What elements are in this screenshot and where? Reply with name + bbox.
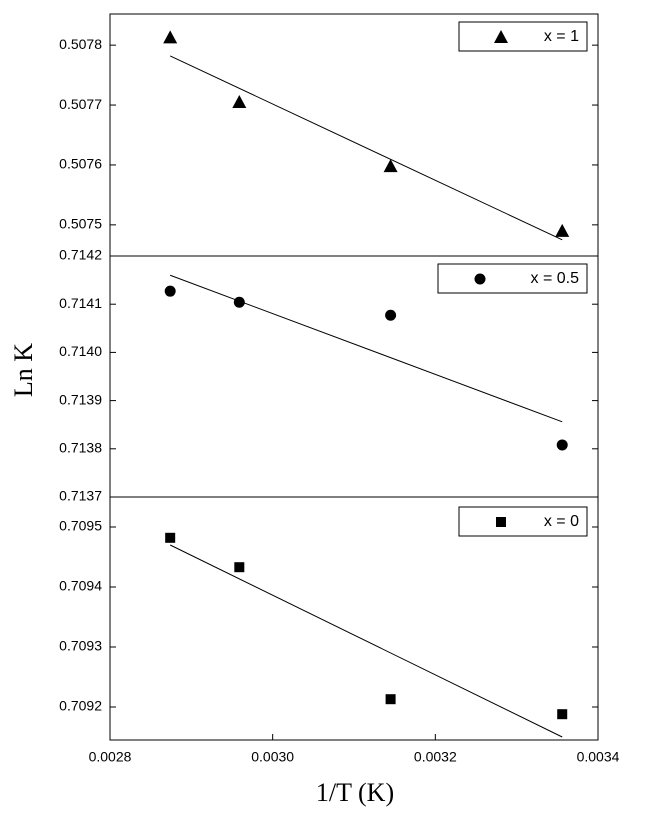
data-point (164, 285, 176, 297)
data-point (385, 694, 396, 705)
fit-line (169, 544, 563, 738)
y-tick-label: 0.7138 (59, 440, 102, 456)
data-point (234, 562, 245, 573)
y-tick-label: 0.7095 (59, 518, 102, 534)
data-point (383, 159, 398, 173)
y-tick-label: 0.7139 (59, 391, 102, 407)
legend-label: x = 1 (544, 28, 579, 45)
x-tick-label: 0.0032 (414, 749, 457, 765)
y-tick-label: 0.7092 (59, 698, 102, 714)
y-tick-label: 0.7142 (59, 247, 102, 263)
y-tick-label: 0.7141 (59, 295, 102, 311)
legend-box (437, 263, 588, 294)
legend-marker (496, 517, 506, 527)
y-tick-label: 0.7137 (59, 488, 102, 504)
data-point (557, 709, 568, 720)
data-point (232, 95, 247, 109)
legend-label: x = 0 (544, 513, 579, 530)
data-point (385, 309, 397, 321)
y-tick-label: 0.5076 (59, 156, 102, 172)
legend-box (458, 506, 588, 537)
legend-marker (474, 273, 486, 285)
x-tick-label: 0.0030 (251, 749, 294, 765)
legend-marker (494, 30, 508, 43)
y-tick-label: 0.5077 (59, 96, 102, 112)
y-tick-label: 0.7094 (59, 578, 102, 594)
data-point (555, 223, 570, 237)
x-tick-label: 0.0028 (89, 749, 132, 765)
data-point (163, 30, 178, 44)
y-tick-label: 0.7140 (59, 343, 102, 359)
legend-label: x = 0.5 (531, 270, 580, 287)
fit-line (170, 274, 563, 423)
data-point (556, 439, 568, 451)
x-axis-label: 1/T (K) (316, 778, 394, 807)
legend-box (458, 21, 588, 52)
data-point (165, 532, 176, 543)
y-tick-label: 0.5078 (59, 36, 102, 52)
data-point (233, 296, 245, 308)
x-tick-label: 0.0034 (577, 749, 620, 765)
y-tick-label: 0.7093 (59, 638, 102, 654)
y-tick-label: 0.5075 (59, 216, 102, 232)
fit-line (169, 55, 563, 241)
y-axis-label: Ln K (9, 343, 38, 397)
panel-frame (109, 496, 599, 741)
